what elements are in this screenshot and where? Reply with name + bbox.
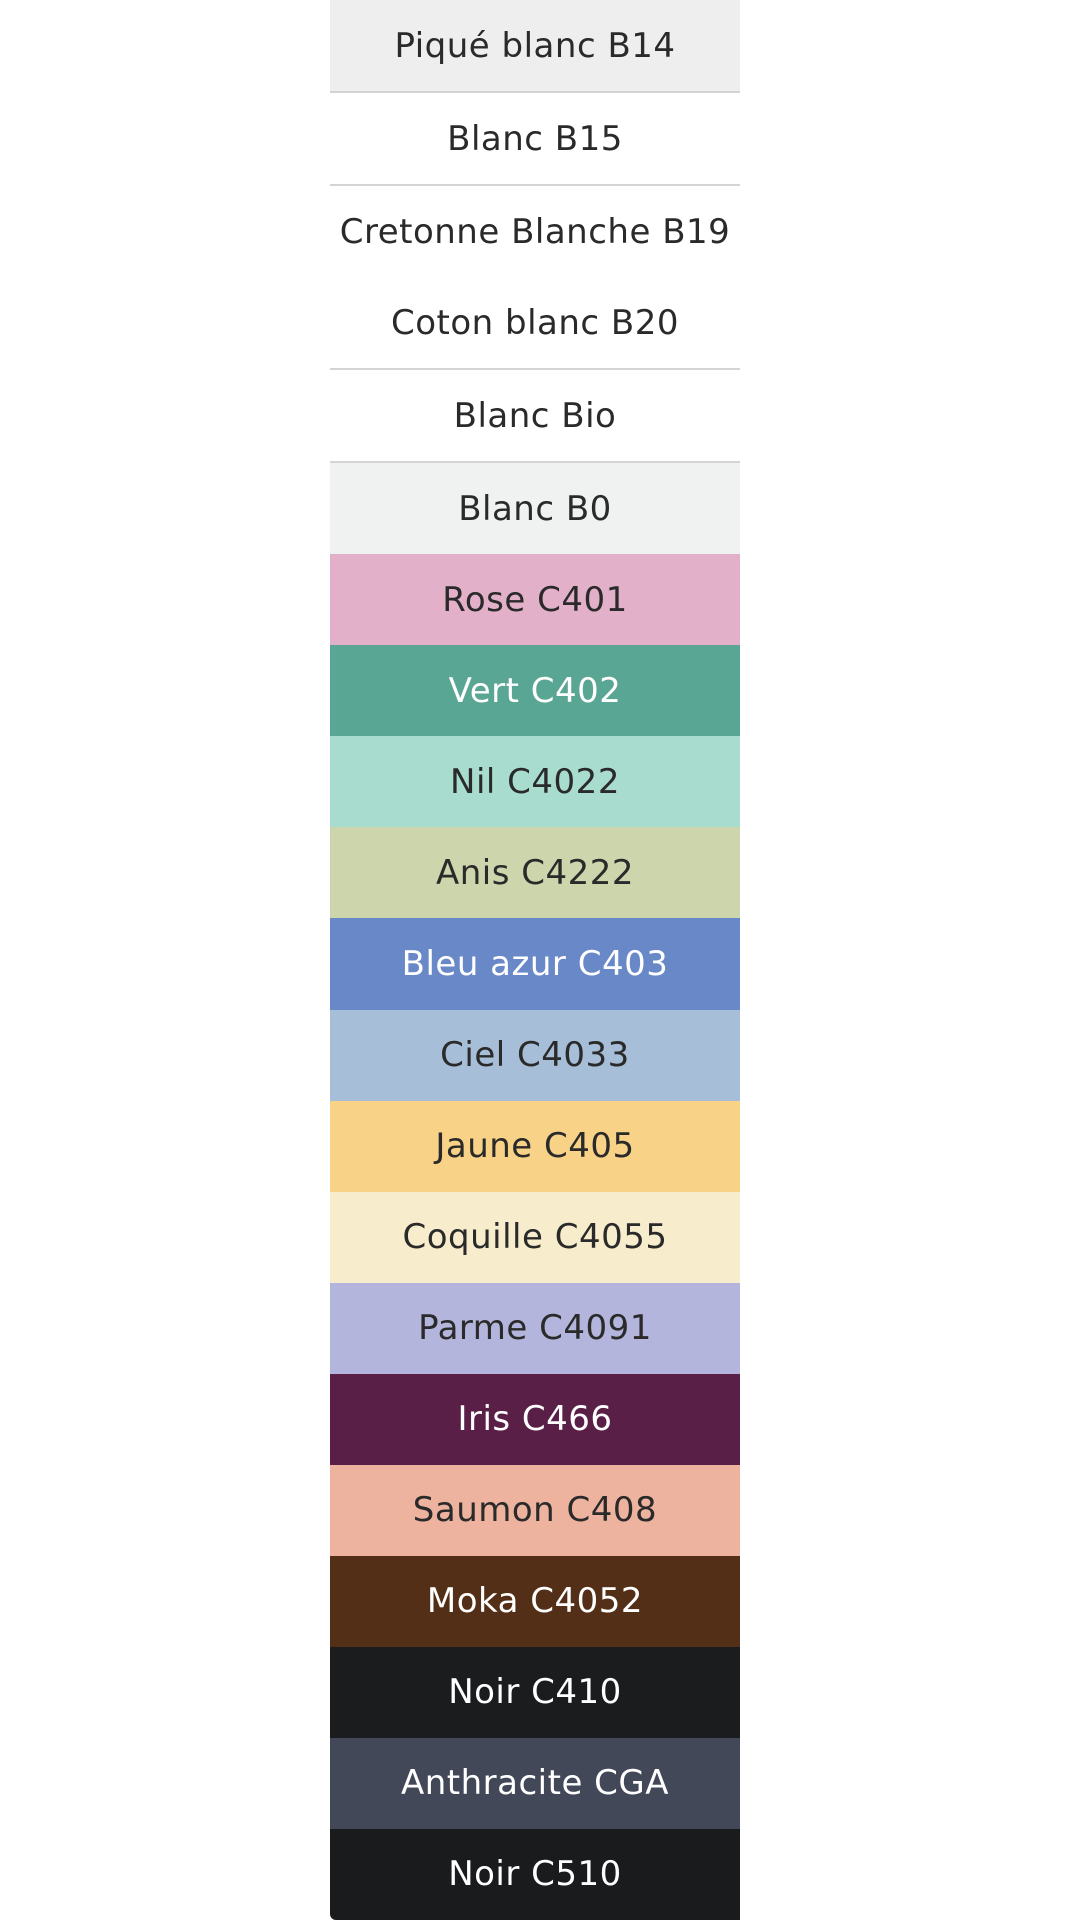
swatch-label: Anis C4222 xyxy=(435,852,635,893)
swatch-label: Bleu azur C403 xyxy=(401,943,669,984)
color-swatch: Saumon C408 xyxy=(330,1464,740,1556)
swatch-label: Noir C410 xyxy=(448,1672,622,1713)
color-swatch: Noir C410 xyxy=(330,1646,740,1738)
swatch-label: Iris C466 xyxy=(457,1399,613,1440)
color-swatch: Parme C4091 xyxy=(330,1282,740,1374)
swatch-label: Nil C4022 xyxy=(450,761,620,802)
swatch-label: Saumon C408 xyxy=(412,1490,658,1531)
swatch-label: Coton blanc B20 xyxy=(390,302,680,343)
swatch-label: Moka C4052 xyxy=(426,1581,644,1622)
swatch-label: Coquille C4055 xyxy=(402,1217,668,1258)
swatch-label: Blanc B15 xyxy=(447,118,623,159)
color-swatch: Vert C402 xyxy=(330,645,740,737)
color-swatch: Ciel C4033 xyxy=(330,1009,740,1101)
color-swatch: Bleu azur C403 xyxy=(330,918,740,1010)
swatch-label: Jaune C405 xyxy=(435,1126,635,1167)
color-swatch: Anthracite CGA xyxy=(330,1737,740,1829)
swatch-label: Piqué blanc B14 xyxy=(394,25,676,66)
swatch-label: Blanc Bio xyxy=(453,395,617,436)
color-swatch: Rose C401 xyxy=(330,554,740,646)
swatch-label: Ciel C4033 xyxy=(440,1035,630,1076)
color-swatch: Cretonne Blanche B19 xyxy=(330,186,740,278)
swatch-label: Vert C402 xyxy=(448,670,622,711)
color-swatch: Noir C510 xyxy=(330,1828,740,1920)
swatch-label: Parme C4091 xyxy=(418,1308,652,1349)
color-swatch: Iris C466 xyxy=(330,1373,740,1465)
color-swatch: Jaune C405 xyxy=(330,1100,740,1192)
color-swatch: Blanc B15 xyxy=(330,93,740,187)
color-swatch: Piqué blanc B14 xyxy=(330,0,740,94)
color-swatch: Blanc Bio xyxy=(330,370,740,464)
swatch-label: Blanc B0 xyxy=(458,488,612,529)
color-swatch: Coquille C4055 xyxy=(330,1191,740,1283)
swatch-label: Rose C401 xyxy=(442,579,628,620)
color-swatch: Anis C4222 xyxy=(330,827,740,919)
swatch-label: Noir C510 xyxy=(448,1854,622,1895)
color-swatch: Moka C4052 xyxy=(330,1555,740,1647)
color-swatch-list: Piqué blanc B14 Blanc B15 Cretonne Blanche… xyxy=(330,0,740,1920)
swatch-label: Cretonne Blanche B19 xyxy=(339,211,731,252)
color-swatch: Blanc B0 xyxy=(330,463,740,555)
color-swatch: Nil C4022 xyxy=(330,736,740,828)
color-swatch: Coton blanc B20 xyxy=(330,277,740,371)
swatch-label: Anthracite CGA xyxy=(400,1763,670,1804)
